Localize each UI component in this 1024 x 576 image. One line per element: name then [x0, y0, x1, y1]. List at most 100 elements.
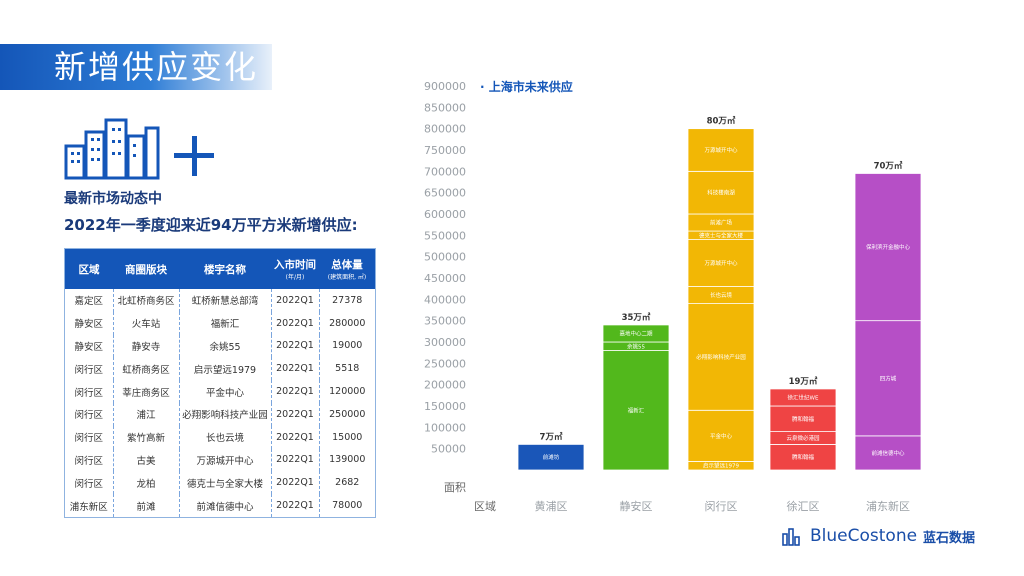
- table-cell: 万源城开中心: [179, 448, 272, 472]
- table-cell: 古美: [113, 448, 180, 472]
- bar-segment-label: 前滩信德中心: [871, 449, 905, 457]
- table-cell: 27378: [332, 294, 363, 306]
- bar-segment: [517, 443, 585, 471]
- table-row: 静安区 火车站 福新汇 2022Q1 280000: [65, 311, 375, 335]
- bar-segment-label: 徐汇世纪WE: [788, 393, 819, 401]
- y-tick-label: 100000: [424, 421, 466, 434]
- table-cell: 闵行区: [65, 357, 114, 381]
- y-tick-label: 450000: [424, 272, 466, 285]
- bar-segment: [854, 173, 922, 322]
- y-tick-label: 350000: [424, 315, 466, 328]
- table-cell: 5518: [335, 363, 360, 375]
- y-axis-label: 面积: [444, 481, 466, 494]
- bar-segment: [854, 435, 922, 471]
- y-tick-label: 200000: [424, 379, 466, 392]
- table-body: 嘉定区 北虹桥商务区 虹桥新慧总部湾 2022Q1 27378 静安区 火车站 福新汇 2022…: [65, 289, 375, 517]
- table-cell: 闵行区: [65, 380, 114, 403]
- table-cell: 闵行区: [65, 471, 114, 495]
- y-tick-label: 600000: [424, 208, 466, 221]
- table-cell: 2022Q1: [271, 334, 320, 358]
- table-cell: 250000: [329, 408, 366, 420]
- table-cell: 龙柏: [113, 471, 180, 495]
- table-cell: 前滩: [113, 494, 180, 517]
- supply-table: 区域 商圈版块 楼宇名称 入市时间 (年/月) 总体量 (建筑面积, ㎡) 嘉定区北…: [64, 248, 376, 518]
- logo-bars-icon: [782, 528, 800, 546]
- logo-text-en: BlueCostone: [810, 526, 918, 546]
- bar-segment: [602, 350, 670, 471]
- bar-segment-label: 四方城: [880, 374, 897, 382]
- x-tick-label: 徐汇区: [787, 499, 820, 513]
- bar-total-label: 70万㎡: [874, 160, 903, 171]
- logo-text-cn: 蓝石数据: [923, 530, 976, 546]
- bar-segment-label: 启示望远1979: [703, 462, 739, 470]
- bar-segment: [854, 320, 922, 437]
- header-total-area: 总体量 (建筑面积, ㎡): [319, 249, 375, 289]
- supply-chart: 50000 100000 150000 200000 250000 300000 35000…: [424, 79, 922, 513]
- table-cell: 静安区: [65, 311, 114, 335]
- y-tick-label: 550000: [424, 229, 466, 242]
- y-tick-label: 300000: [424, 336, 466, 349]
- bar-segment-label: 必翔影响科技产业园: [696, 353, 746, 361]
- table-cell: 静安区: [65, 334, 114, 358]
- bar-segment-label: 前滩广场: [710, 219, 733, 227]
- y-tick-label: 750000: [424, 144, 466, 157]
- bar-segment-label: 保利滨开金融中心: [866, 243, 911, 251]
- table-cell: 火车站: [113, 311, 180, 335]
- bar-segment-label: 福新汇: [628, 406, 645, 414]
- bar-segment-label: 万源城开中心: [704, 259, 738, 267]
- table-cell: 120000: [329, 386, 366, 398]
- table-cell: 闵行区: [65, 425, 114, 449]
- table-cell: 浦东新区: [65, 494, 114, 517]
- table-row: 闵行区 紫竹高新 长也云境 2022Q1 15000: [65, 425, 375, 449]
- table-cell: 2022Q1: [271, 494, 320, 517]
- table-cell: 2022Q1: [271, 402, 320, 426]
- table-cell: 莘庄商务区: [113, 380, 180, 403]
- table-row: 闵行区 龙柏 德克士与全家大楼 2022Q1 2682: [65, 471, 375, 495]
- header-district: 区域: [65, 249, 113, 289]
- table-row: 闵行区 虹桥商务区 启示望远1979 2022Q1 5518: [65, 357, 375, 381]
- table-row: 闵行区 浦江 必翔影响科技产业园 2022Q1 250000: [65, 402, 375, 426]
- table-cell: 2022Q1: [271, 357, 320, 381]
- table-cell: 平金中心: [179, 380, 272, 403]
- bar-segment: [602, 324, 670, 343]
- y-tick-label: 150000: [424, 400, 466, 413]
- x-tick-label: 黄浦区: [535, 499, 568, 513]
- table-cell: 2022Q1: [271, 380, 320, 403]
- bar-segment-label: 万源城开中心: [704, 146, 738, 154]
- y-tick-label: 700000: [424, 165, 466, 178]
- table-cell: 余姚55: [179, 334, 272, 358]
- table-cell: 闵行区: [65, 448, 114, 472]
- bar-total-label: 80万㎡: [707, 116, 736, 127]
- chart-title: · 上海市未来供应: [480, 79, 573, 94]
- table-cell: 2022Q1: [271, 471, 320, 495]
- table-cell: 福新汇: [179, 311, 272, 335]
- table-cell: 2022Q1: [271, 425, 320, 449]
- x-tick-label: 闵行区: [705, 499, 738, 513]
- subtitle-supply: 2022年一季度迎来近94万平方米新增供应:: [64, 216, 358, 234]
- table-cell: 280000: [329, 317, 366, 329]
- table-cell: 前滩信德中心: [179, 494, 272, 517]
- table-cell: 长也云境: [179, 425, 272, 449]
- y-tick-label: 50000: [431, 443, 466, 456]
- bluecostone-logo: BlueCostone 蓝石数据: [782, 526, 975, 546]
- bar-segment-label: 云泉微必港园: [786, 434, 820, 442]
- bar-segment-label: 平金中心: [710, 432, 733, 440]
- page-title: 新增供应变化: [54, 48, 259, 86]
- table-cell: 2022Q1: [271, 289, 320, 312]
- table-cell: 浦江: [113, 402, 180, 426]
- subtitle-market: 最新市场动态中: [64, 191, 162, 207]
- table-header-row: 区域 商圈版块 楼宇名称 入市时间 (年/月) 总体量 (建筑面积, ㎡): [65, 249, 375, 289]
- y-tick-label: 250000: [424, 357, 466, 370]
- x-axis-label: 区域: [474, 500, 496, 513]
- table-cell: 嘉定区: [65, 289, 114, 312]
- table-cell: 紫竹高新: [113, 425, 180, 449]
- y-tick-label: 800000: [424, 123, 466, 136]
- table-row: 闵行区 莘庄商务区 平金中心 2022Q1 120000: [65, 380, 375, 403]
- bar-segment-label: 德克士与全家大楼: [699, 231, 744, 239]
- bar-segment-label: 腾和翰福: [792, 415, 815, 423]
- table-cell: 必翔影响科技产业园: [179, 402, 272, 426]
- bar-total-label: 7万㎡: [540, 431, 563, 442]
- y-tick-label: 850000: [424, 101, 466, 114]
- y-tick-label: 650000: [424, 187, 466, 200]
- table-cell: 虹桥新慧总部湾: [179, 289, 272, 312]
